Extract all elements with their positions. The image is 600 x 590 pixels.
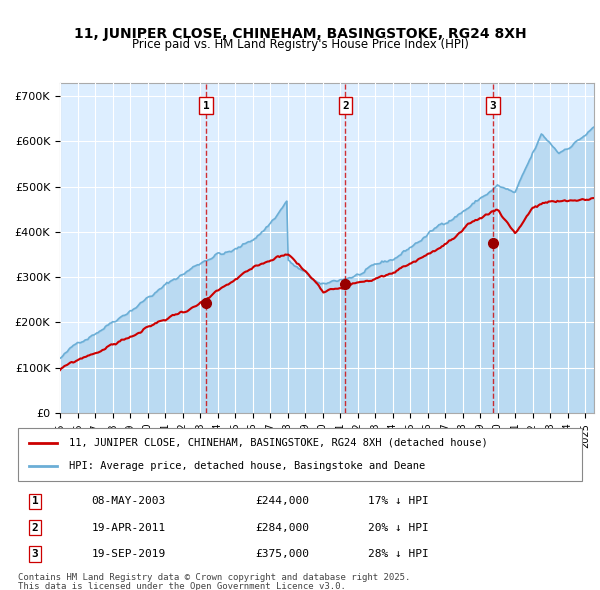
Text: 2: 2 <box>342 101 349 111</box>
Text: 2: 2 <box>32 523 38 533</box>
Text: 1: 1 <box>203 101 209 111</box>
Text: £284,000: £284,000 <box>255 523 309 533</box>
Text: £244,000: £244,000 <box>255 496 309 506</box>
Text: £375,000: £375,000 <box>255 549 309 559</box>
Text: HPI: Average price, detached house, Basingstoke and Deane: HPI: Average price, detached house, Basi… <box>69 461 425 471</box>
Text: 19-APR-2011: 19-APR-2011 <box>91 523 166 533</box>
Text: 08-MAY-2003: 08-MAY-2003 <box>91 496 166 506</box>
Text: 3: 3 <box>32 549 38 559</box>
Text: 20% ↓ HPI: 20% ↓ HPI <box>368 523 428 533</box>
Text: This data is licensed under the Open Government Licence v3.0.: This data is licensed under the Open Gov… <box>18 582 346 590</box>
Text: 11, JUNIPER CLOSE, CHINEHAM, BASINGSTOKE, RG24 8XH: 11, JUNIPER CLOSE, CHINEHAM, BASINGSTOKE… <box>74 27 526 41</box>
Text: 28% ↓ HPI: 28% ↓ HPI <box>368 549 428 559</box>
Text: 19-SEP-2019: 19-SEP-2019 <box>91 549 166 559</box>
Text: 1: 1 <box>32 496 38 506</box>
Text: Price paid vs. HM Land Registry's House Price Index (HPI): Price paid vs. HM Land Registry's House … <box>131 38 469 51</box>
Text: 3: 3 <box>490 101 496 111</box>
FancyBboxPatch shape <box>18 428 582 481</box>
Text: Contains HM Land Registry data © Crown copyright and database right 2025.: Contains HM Land Registry data © Crown c… <box>18 573 410 582</box>
Text: 11, JUNIPER CLOSE, CHINEHAM, BASINGSTOKE, RG24 8XH (detached house): 11, JUNIPER CLOSE, CHINEHAM, BASINGSTOKE… <box>69 438 488 448</box>
Text: 17% ↓ HPI: 17% ↓ HPI <box>368 496 428 506</box>
